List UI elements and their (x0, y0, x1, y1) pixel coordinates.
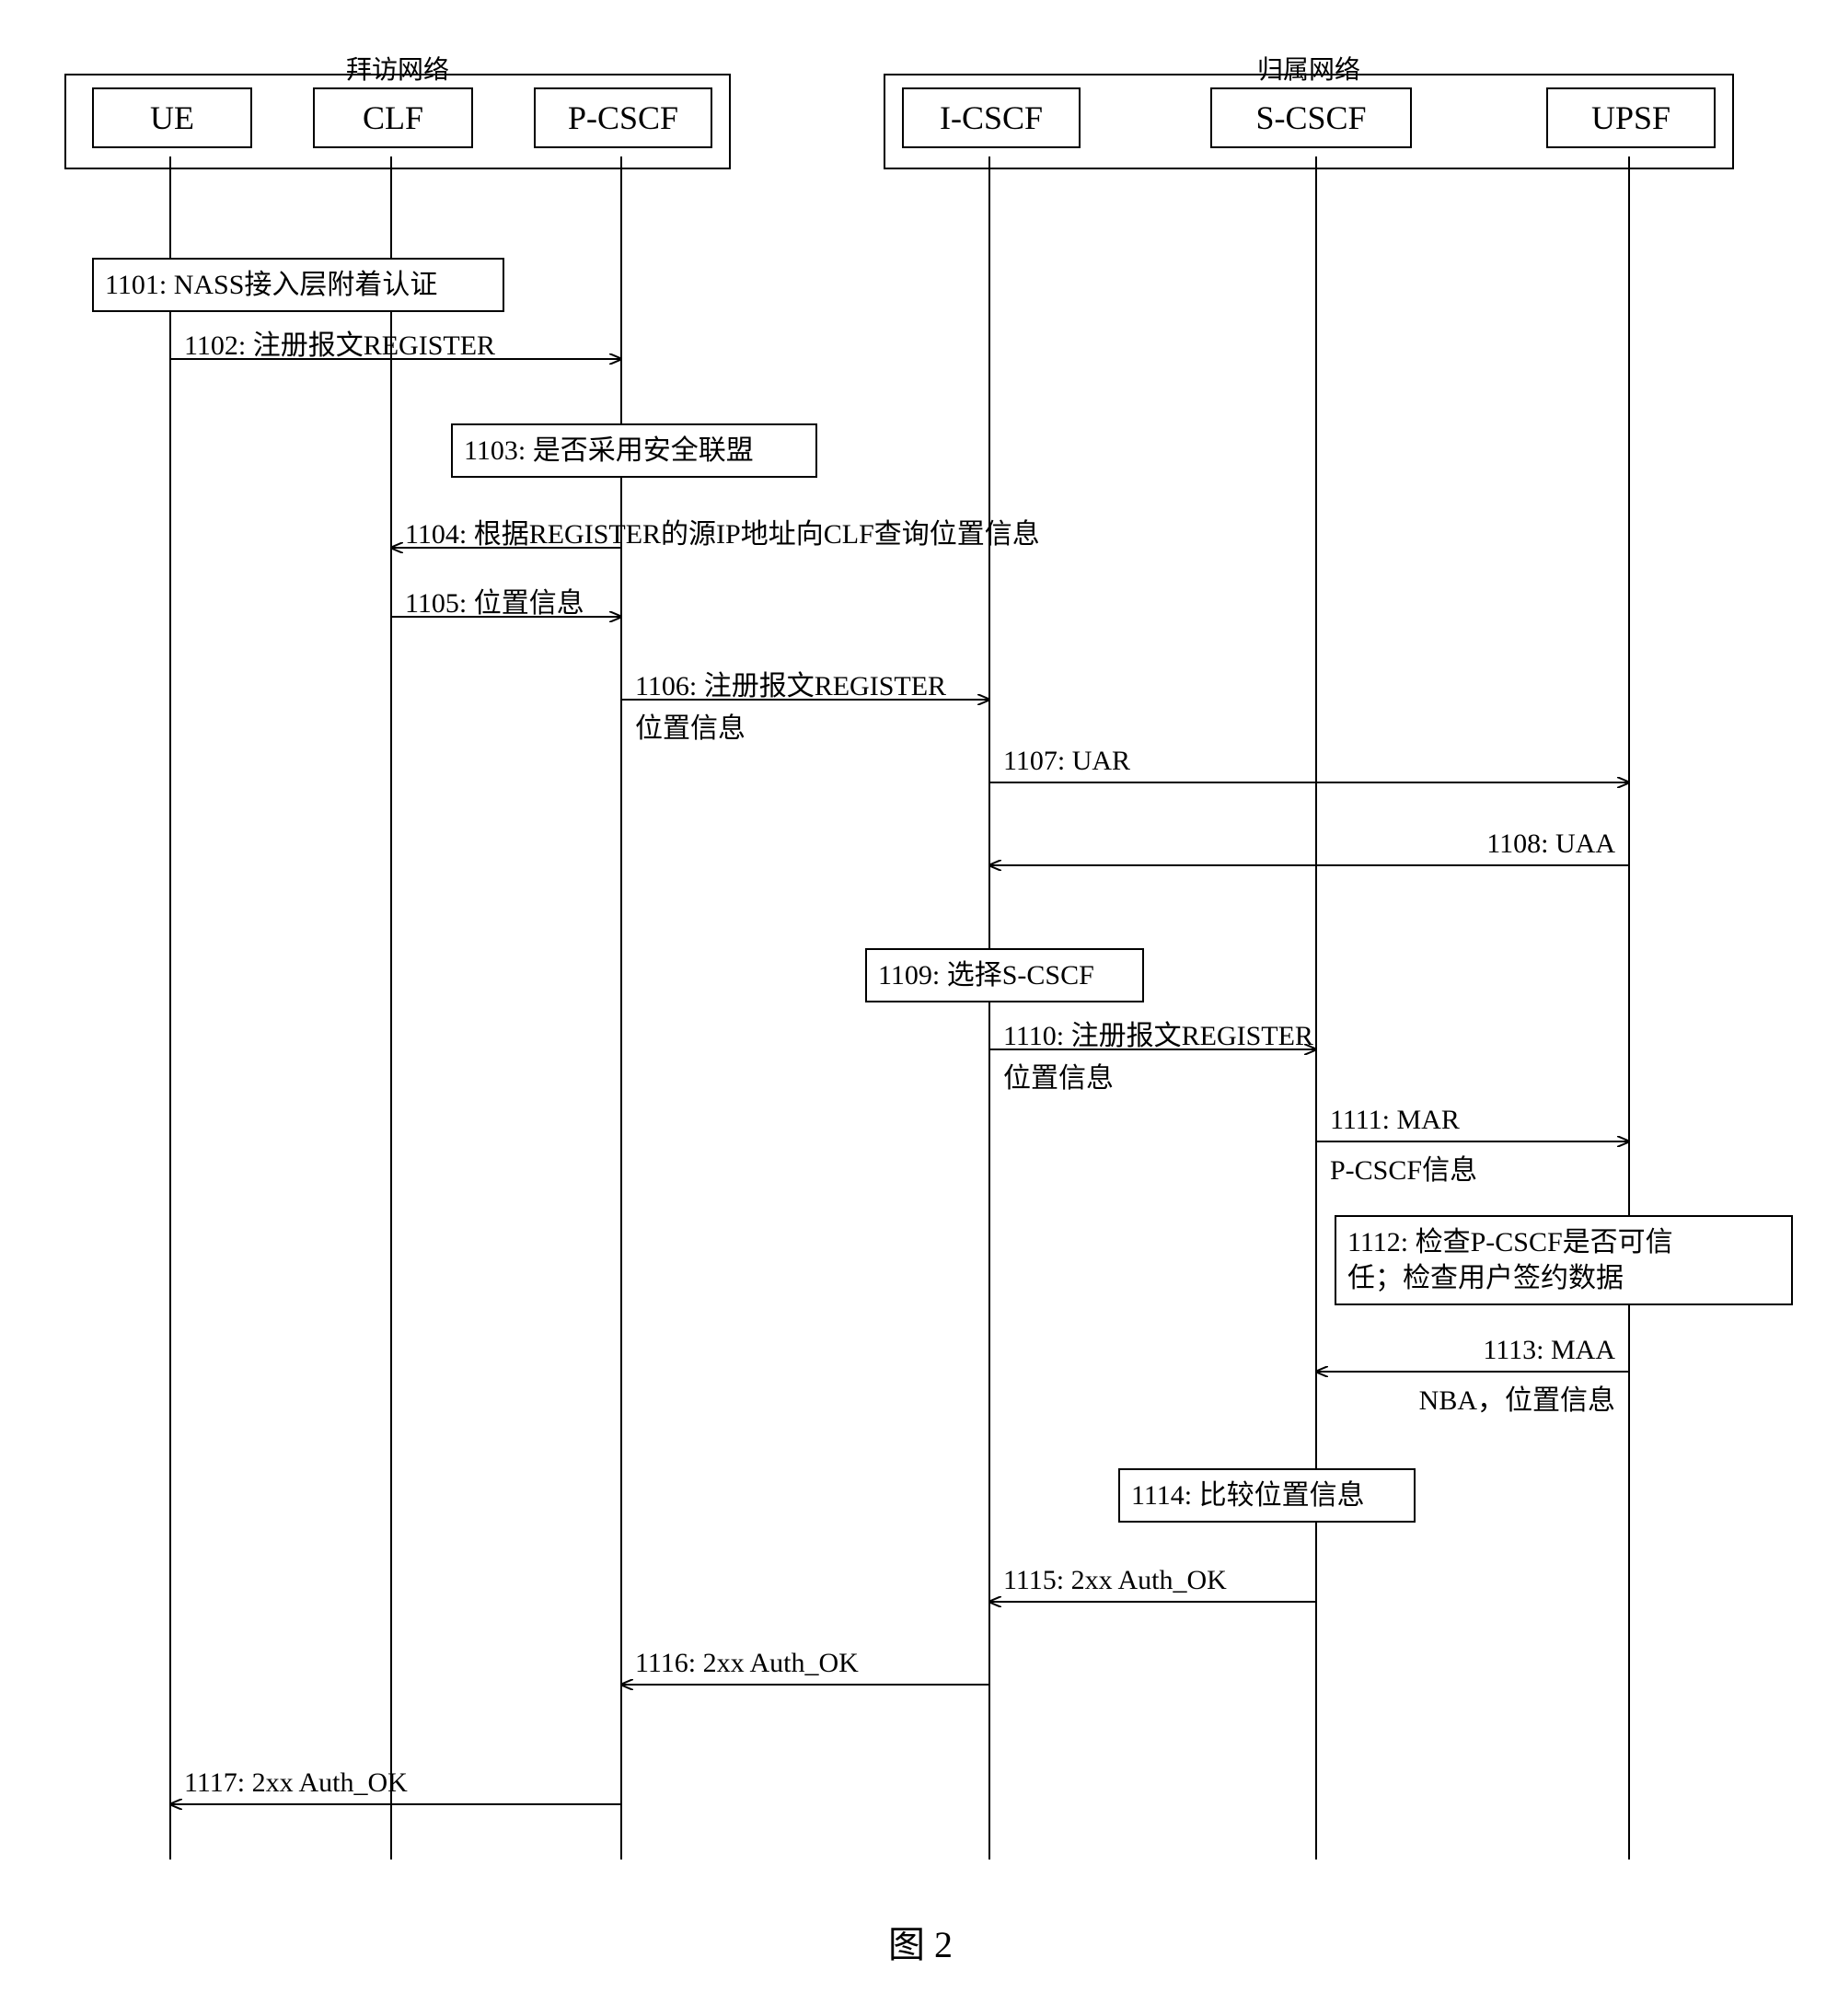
message-sublabel: 位置信息 (635, 705, 746, 746)
actor-scscf-label: S-CSCF (1255, 99, 1366, 136)
note-1101-text: 1101: NASS接入层附着认证 (105, 270, 437, 300)
message-label: 1117: 2xx Auth_OK (184, 1767, 408, 1799)
actor-icscf: I-CSCF (902, 87, 1081, 148)
note-1103: 1103: 是否采用安全联盟 (451, 423, 817, 478)
lifeline-pcscf (620, 156, 622, 1860)
note-1101: 1101: NASS接入层附着认证 (92, 258, 504, 312)
network-visited-label: 拜访网络 (346, 50, 449, 87)
message-label: 1105: 位置信息 (405, 580, 584, 620)
lifeline-scscf (1315, 156, 1317, 1860)
note-1112-text: 1112: 检查P-CSCF是否可信任；检查用户签约数据 (1347, 1227, 1673, 1293)
message-label: 1110: 注册报文REGISTER (1003, 1013, 1312, 1053)
actor-icscf-label: I-CSCF (940, 99, 1043, 136)
message-label: 1115: 2xx Auth_OK (1003, 1565, 1227, 1596)
message-label: 1111: MAR (1330, 1105, 1460, 1136)
actor-scscf: S-CSCF (1210, 87, 1412, 148)
note-1109: 1109: 选择S-CSCF (865, 948, 1144, 1002)
actor-pcscf: P-CSCF (534, 87, 712, 148)
actor-clf-label: CLF (363, 99, 423, 136)
message-label: 1116: 2xx Auth_OK (635, 1648, 859, 1679)
actor-pcscf-label: P-CSCF (568, 99, 678, 136)
message-sublabel: 位置信息 (1003, 1055, 1114, 1095)
message-label: 1108: UAA (1486, 828, 1615, 860)
lifeline-clf (390, 156, 392, 1860)
actor-ue-label: UE (150, 99, 194, 136)
lifeline-upsf (1628, 156, 1630, 1860)
figure-caption: 图 2 (888, 1915, 953, 1968)
actor-ue: UE (92, 87, 252, 148)
note-1114-text: 1114: 比较位置信息 (1131, 1480, 1365, 1511)
actor-upsf-label: UPSF (1591, 99, 1670, 136)
note-1103-text: 1103: 是否采用安全联盟 (464, 435, 754, 466)
message-sublabel: NBA，位置信息 (1419, 1377, 1615, 1418)
message-label: 1113: MAA (1483, 1335, 1615, 1366)
message-label: 1102: 注册报文REGISTER (184, 322, 495, 363)
actor-clf: CLF (313, 87, 473, 148)
note-1114: 1114: 比较位置信息 (1118, 1468, 1416, 1523)
lifeline-icscf (988, 156, 990, 1860)
note-1112: 1112: 检查P-CSCF是否可信任；检查用户签约数据 (1335, 1215, 1793, 1305)
note-1109-text: 1109: 选择S-CSCF (878, 960, 1094, 991)
sequence-diagram: 拜访网络 归属网络 UE CLF P-CSCF I-CSCF S-CSCF UP… (37, 37, 1804, 1979)
actor-upsf: UPSF (1546, 87, 1716, 148)
message-label: 1107: UAR (1003, 746, 1130, 777)
lifeline-ue (169, 156, 171, 1860)
message-sublabel: P-CSCF信息 (1330, 1147, 1477, 1188)
message-label: 1104: 根据REGISTER的源IP地址向CLF查询位置信息 (405, 511, 1040, 551)
message-label: 1106: 注册报文REGISTER (635, 663, 946, 703)
network-home-label: 归属网络 (1257, 50, 1360, 87)
